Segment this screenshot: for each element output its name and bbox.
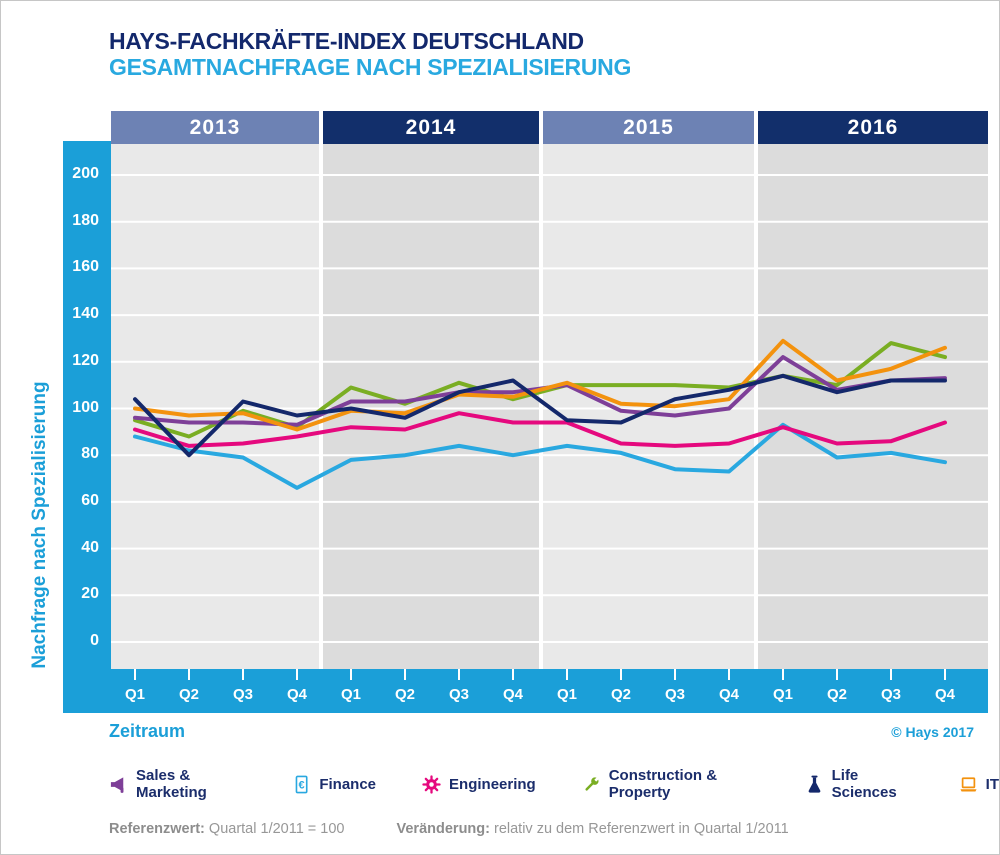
x-tick-label: Q4 [934, 686, 955, 703]
year-band-2014: 2014 [323, 111, 539, 144]
page-title: HAYS-FACHKRÄFTE-INDEX DEUTSCHLAND [109, 28, 584, 54]
series-line-engineering [133, 411, 947, 448]
x-tick-label: Q1 [772, 686, 793, 703]
reference-label: Referenzwert: [109, 821, 205, 837]
x-tick [728, 669, 730, 680]
y-tick-label: 80 [81, 445, 99, 463]
x-tick [782, 669, 784, 680]
series-line-life-sciences [133, 373, 947, 458]
laptop-icon [959, 775, 978, 794]
reference-note: Referenzwert: Quartal 1/2011 = 100 [109, 821, 345, 837]
legend-item-it: IT [959, 775, 999, 794]
x-tick-label: Q2 [826, 686, 847, 703]
series-line-finance [133, 422, 947, 490]
y-tick-label: 40 [81, 538, 99, 556]
x-tick-label: Q1 [340, 686, 361, 703]
x-tick [296, 669, 298, 680]
reference-text: Quartal 1/2011 = 100 [208, 821, 345, 837]
legend-item-construction-property: Construction & Property [582, 767, 759, 801]
x-tick [458, 669, 460, 680]
x-tick-label: Q3 [664, 686, 685, 703]
chart-legend: Sales & Marketing € Finance Engineering Cons… [109, 767, 999, 801]
x-tick-label: Q1 [556, 686, 577, 703]
svg-text:€: € [299, 779, 305, 791]
x-tick [620, 669, 622, 680]
x-tick [134, 669, 136, 680]
flask-icon [805, 775, 824, 794]
x-tick [566, 669, 568, 680]
megaphone-icon [109, 775, 128, 794]
line-chart [111, 144, 988, 669]
legend-item-sales-marketing: Sales & Marketing [109, 767, 246, 801]
wrench-icon [582, 775, 601, 794]
legend-label: IT [985, 775, 999, 793]
footnote: Referenzwert: Quartal 1/2011 = 100 Verän… [109, 821, 789, 837]
y-tick-label: 140 [72, 305, 99, 323]
year-band-2016: 2016 [758, 111, 988, 144]
x-tick [188, 669, 190, 680]
y-tick-label: 120 [72, 351, 99, 369]
y-axis-title: Nachfrage nach Spezialisierung [29, 381, 50, 669]
y-tick-label: 160 [72, 258, 99, 276]
y-axis-band [63, 141, 111, 669]
gear-icon [422, 774, 441, 794]
x-tick-label: Q3 [880, 686, 901, 703]
x-tick-label: Q4 [286, 686, 307, 703]
x-axis-title: Zeitraum [109, 721, 186, 741]
x-tick-label: Q2 [178, 686, 199, 703]
euro-document-icon: € [292, 775, 311, 794]
copyright-notice: © Hays 2017 [891, 724, 974, 740]
y-tick-label: 60 [81, 491, 99, 509]
legend-item-engineering: Engineering [422, 774, 536, 794]
x-tick-label: Q2 [394, 686, 415, 703]
x-tick [944, 669, 946, 680]
series-line-it [133, 338, 947, 432]
change-text: relativ zu dem Referenzwert in Quartal 1… [494, 821, 789, 837]
x-tick [890, 669, 892, 680]
x-tick-label: Q3 [232, 686, 253, 703]
y-tick-label: 200 [72, 165, 99, 182]
x-tick-label: Q4 [718, 686, 739, 703]
x-tick-label: Q1 [124, 686, 145, 703]
y-tick-label: 0 [90, 632, 99, 649]
legend-item-life-sciences: Life Sciences [805, 767, 913, 801]
x-tick [350, 669, 352, 680]
y-tick-label: 100 [72, 398, 99, 416]
legend-label: Construction & Property [608, 767, 718, 801]
x-tick [404, 669, 406, 680]
legend-item-finance: € Finance [292, 775, 376, 794]
year-band-2015: 2015 [543, 111, 754, 144]
change-label: Veränderung: [396, 821, 490, 837]
x-tick [674, 669, 676, 680]
x-tick [242, 669, 244, 680]
x-tick [836, 669, 838, 680]
legend-label: Sales & Marketing [136, 767, 207, 801]
y-tick-label: 20 [81, 585, 99, 603]
x-tick-label: Q2 [610, 686, 631, 703]
legend-label: Life Sciences [831, 767, 897, 801]
y-tick-label: 180 [72, 211, 99, 229]
year-band-2013: 2013 [111, 111, 319, 144]
x-tick-label: Q3 [448, 686, 469, 703]
x-tick [512, 669, 514, 680]
x-axis-band [63, 669, 988, 713]
change-note: Veränderung: relativ zu dem Referenzwert… [397, 821, 789, 837]
x-tick-label: Q4 [502, 686, 523, 703]
gridlines [111, 174, 988, 643]
page-subtitle: GESAMTNACHFRAGE NACH SPEZIALISIERUNG [109, 54, 632, 80]
legend-label: Engineering [449, 775, 536, 793]
plot-column-2016 [758, 144, 988, 669]
series-line-construction-property [133, 341, 947, 439]
title-block: HAYS-FACHKRÄFTE-INDEX DEUTSCHLAND GESAMT… [109, 28, 631, 80]
legend-label: Finance [319, 775, 377, 793]
plot-column-2013 [111, 144, 319, 669]
year-header-band: 2013 2014 2015 2016 [111, 111, 988, 144]
